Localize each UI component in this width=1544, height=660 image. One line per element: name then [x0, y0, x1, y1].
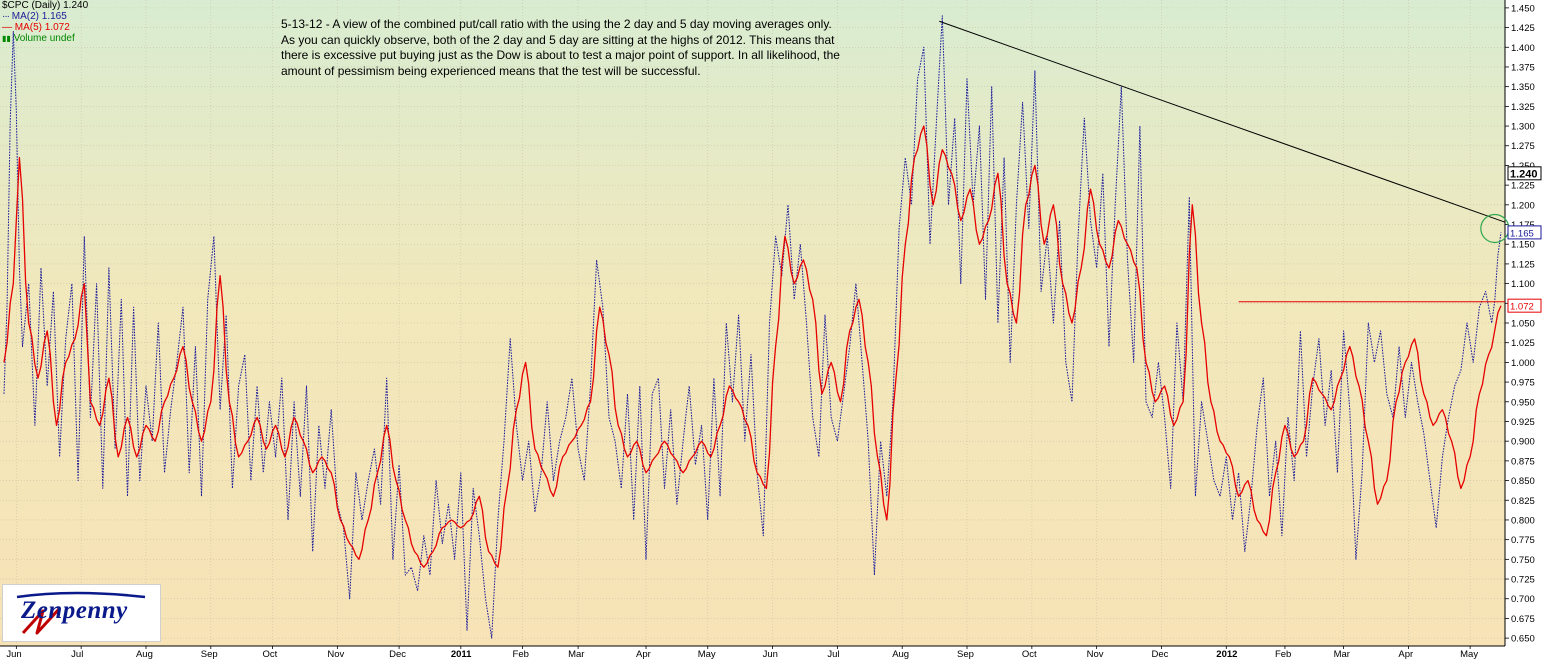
x-tick-label: 2011	[451, 649, 472, 660]
x-tick-label: Jun	[6, 649, 21, 660]
y-tick-label: 1.025	[1511, 338, 1535, 349]
y-tick-label: 0.675	[1511, 614, 1535, 625]
legend-volume: ▮▮ Volume undef	[2, 33, 88, 44]
x-tick-label: Feb	[1275, 649, 1291, 660]
y-tick-label: 0.650	[1511, 634, 1535, 645]
x-tick-label: Sep	[201, 649, 218, 660]
y-tick-label: 0.950	[1511, 397, 1535, 408]
last-ma2-box: 1.165	[1507, 225, 1542, 240]
y-tick-label: 1.000	[1511, 358, 1535, 369]
y-tick-label: 0.775	[1511, 535, 1535, 546]
x-tick-label: May	[698, 649, 716, 660]
y-tick-label: 0.850	[1511, 476, 1535, 487]
x-tick-label: Jun	[763, 649, 778, 660]
y-tick-label: 0.900	[1511, 437, 1535, 448]
x-tick-label: May	[1460, 649, 1478, 660]
y-tick-label: 1.450	[1511, 3, 1535, 14]
y-tick-label: 0.750	[1511, 555, 1535, 566]
y-tick-label: 1.200	[1511, 200, 1535, 211]
legend-ma5: — MA(5) 1.072	[2, 22, 88, 33]
x-tick-label: Nov	[1087, 649, 1104, 660]
resistance-trendline	[939, 20, 1506, 223]
legend: $CPC (Daily) 1.240 ··· MA(2) 1.165 — MA(…	[2, 0, 88, 44]
x-axis-panel	[0, 646, 1505, 660]
legend-main: $CPC (Daily) 1.240	[2, 0, 89, 11]
y-tick-label: 1.100	[1511, 279, 1535, 290]
y-tick-label: 0.925	[1511, 417, 1535, 428]
annotation-text: 5-13-12 - A view of the combined put/cal…	[281, 17, 840, 78]
svg-text:1.240: 1.240	[1510, 168, 1538, 180]
y-tick-label: 1.225	[1511, 181, 1535, 192]
y-tick-label: 1.350	[1511, 82, 1535, 93]
y-tick-label: 1.050	[1511, 319, 1535, 330]
dotted-line-icon: ···	[2, 11, 10, 22]
svg-text:1.072: 1.072	[1510, 302, 1534, 313]
solid-line-icon: —	[2, 22, 12, 33]
series-ma5-line	[3, 125, 1502, 568]
legend-ma2: ··· MA(2) 1.165	[2, 11, 88, 22]
legend-ma2-label: MA(2) 1.165	[11, 11, 67, 22]
x-tick-label: Nov	[327, 649, 344, 660]
y-tick-label: 0.725	[1511, 575, 1535, 586]
y-tick-label: 1.400	[1511, 43, 1535, 54]
x-tick-label: Apr	[636, 649, 651, 660]
y-tick-label: 1.325	[1511, 102, 1535, 113]
x-tick-label: Mar	[1334, 649, 1350, 660]
logo-text: Zenpenny	[21, 597, 128, 624]
y-tick-label: 1.425	[1511, 23, 1535, 34]
x-tick-label: Oct	[263, 649, 278, 660]
y-tick-label: 0.975	[1511, 378, 1535, 389]
x-tick-label: Jul	[71, 649, 83, 660]
y-tick-label: 1.275	[1511, 141, 1535, 152]
legend-volume-label: Volume undef	[13, 33, 75, 44]
y-tick-label: 1.300	[1511, 122, 1535, 133]
x-tick-label: 2012	[1216, 649, 1237, 660]
svg-text:1.165: 1.165	[1510, 228, 1534, 239]
x-tick-label: Aug	[892, 649, 909, 660]
x-tick-label: Sep	[957, 649, 974, 660]
volume-bars-icon: ▮▮	[2, 34, 11, 43]
x-tick-label: Oct	[1022, 649, 1037, 660]
y-tick-label: 0.800	[1511, 515, 1535, 526]
last-ma5-box: 1.072	[1507, 298, 1542, 313]
x-tick-label: Jul	[827, 649, 839, 660]
y-tick-label: 0.875	[1511, 456, 1535, 467]
zenpenny-logo: Zenpenny	[2, 584, 161, 642]
x-tick-label: Apr	[1398, 649, 1413, 660]
x-tick-label: Dec	[389, 649, 406, 660]
legend-ma5-label: MA(5) 1.072	[14, 22, 70, 33]
y-tick-label: 1.125	[1511, 259, 1535, 270]
x-tick-label: Aug	[136, 649, 153, 660]
y-tick-label: 1.375	[1511, 62, 1535, 73]
x-tick-label: Mar	[568, 649, 584, 660]
last-price-box: 1.240	[1507, 166, 1542, 181]
y-tick-label: 1.150	[1511, 240, 1535, 251]
y-axis-panel	[1505, 0, 1544, 660]
y-tick-label: 0.825	[1511, 496, 1535, 507]
x-tick-label: Dec	[1151, 649, 1168, 660]
y-tick-label: 0.700	[1511, 594, 1535, 605]
x-tick-label: Feb	[513, 649, 529, 660]
logo-swoosh-icon	[16, 591, 146, 635]
